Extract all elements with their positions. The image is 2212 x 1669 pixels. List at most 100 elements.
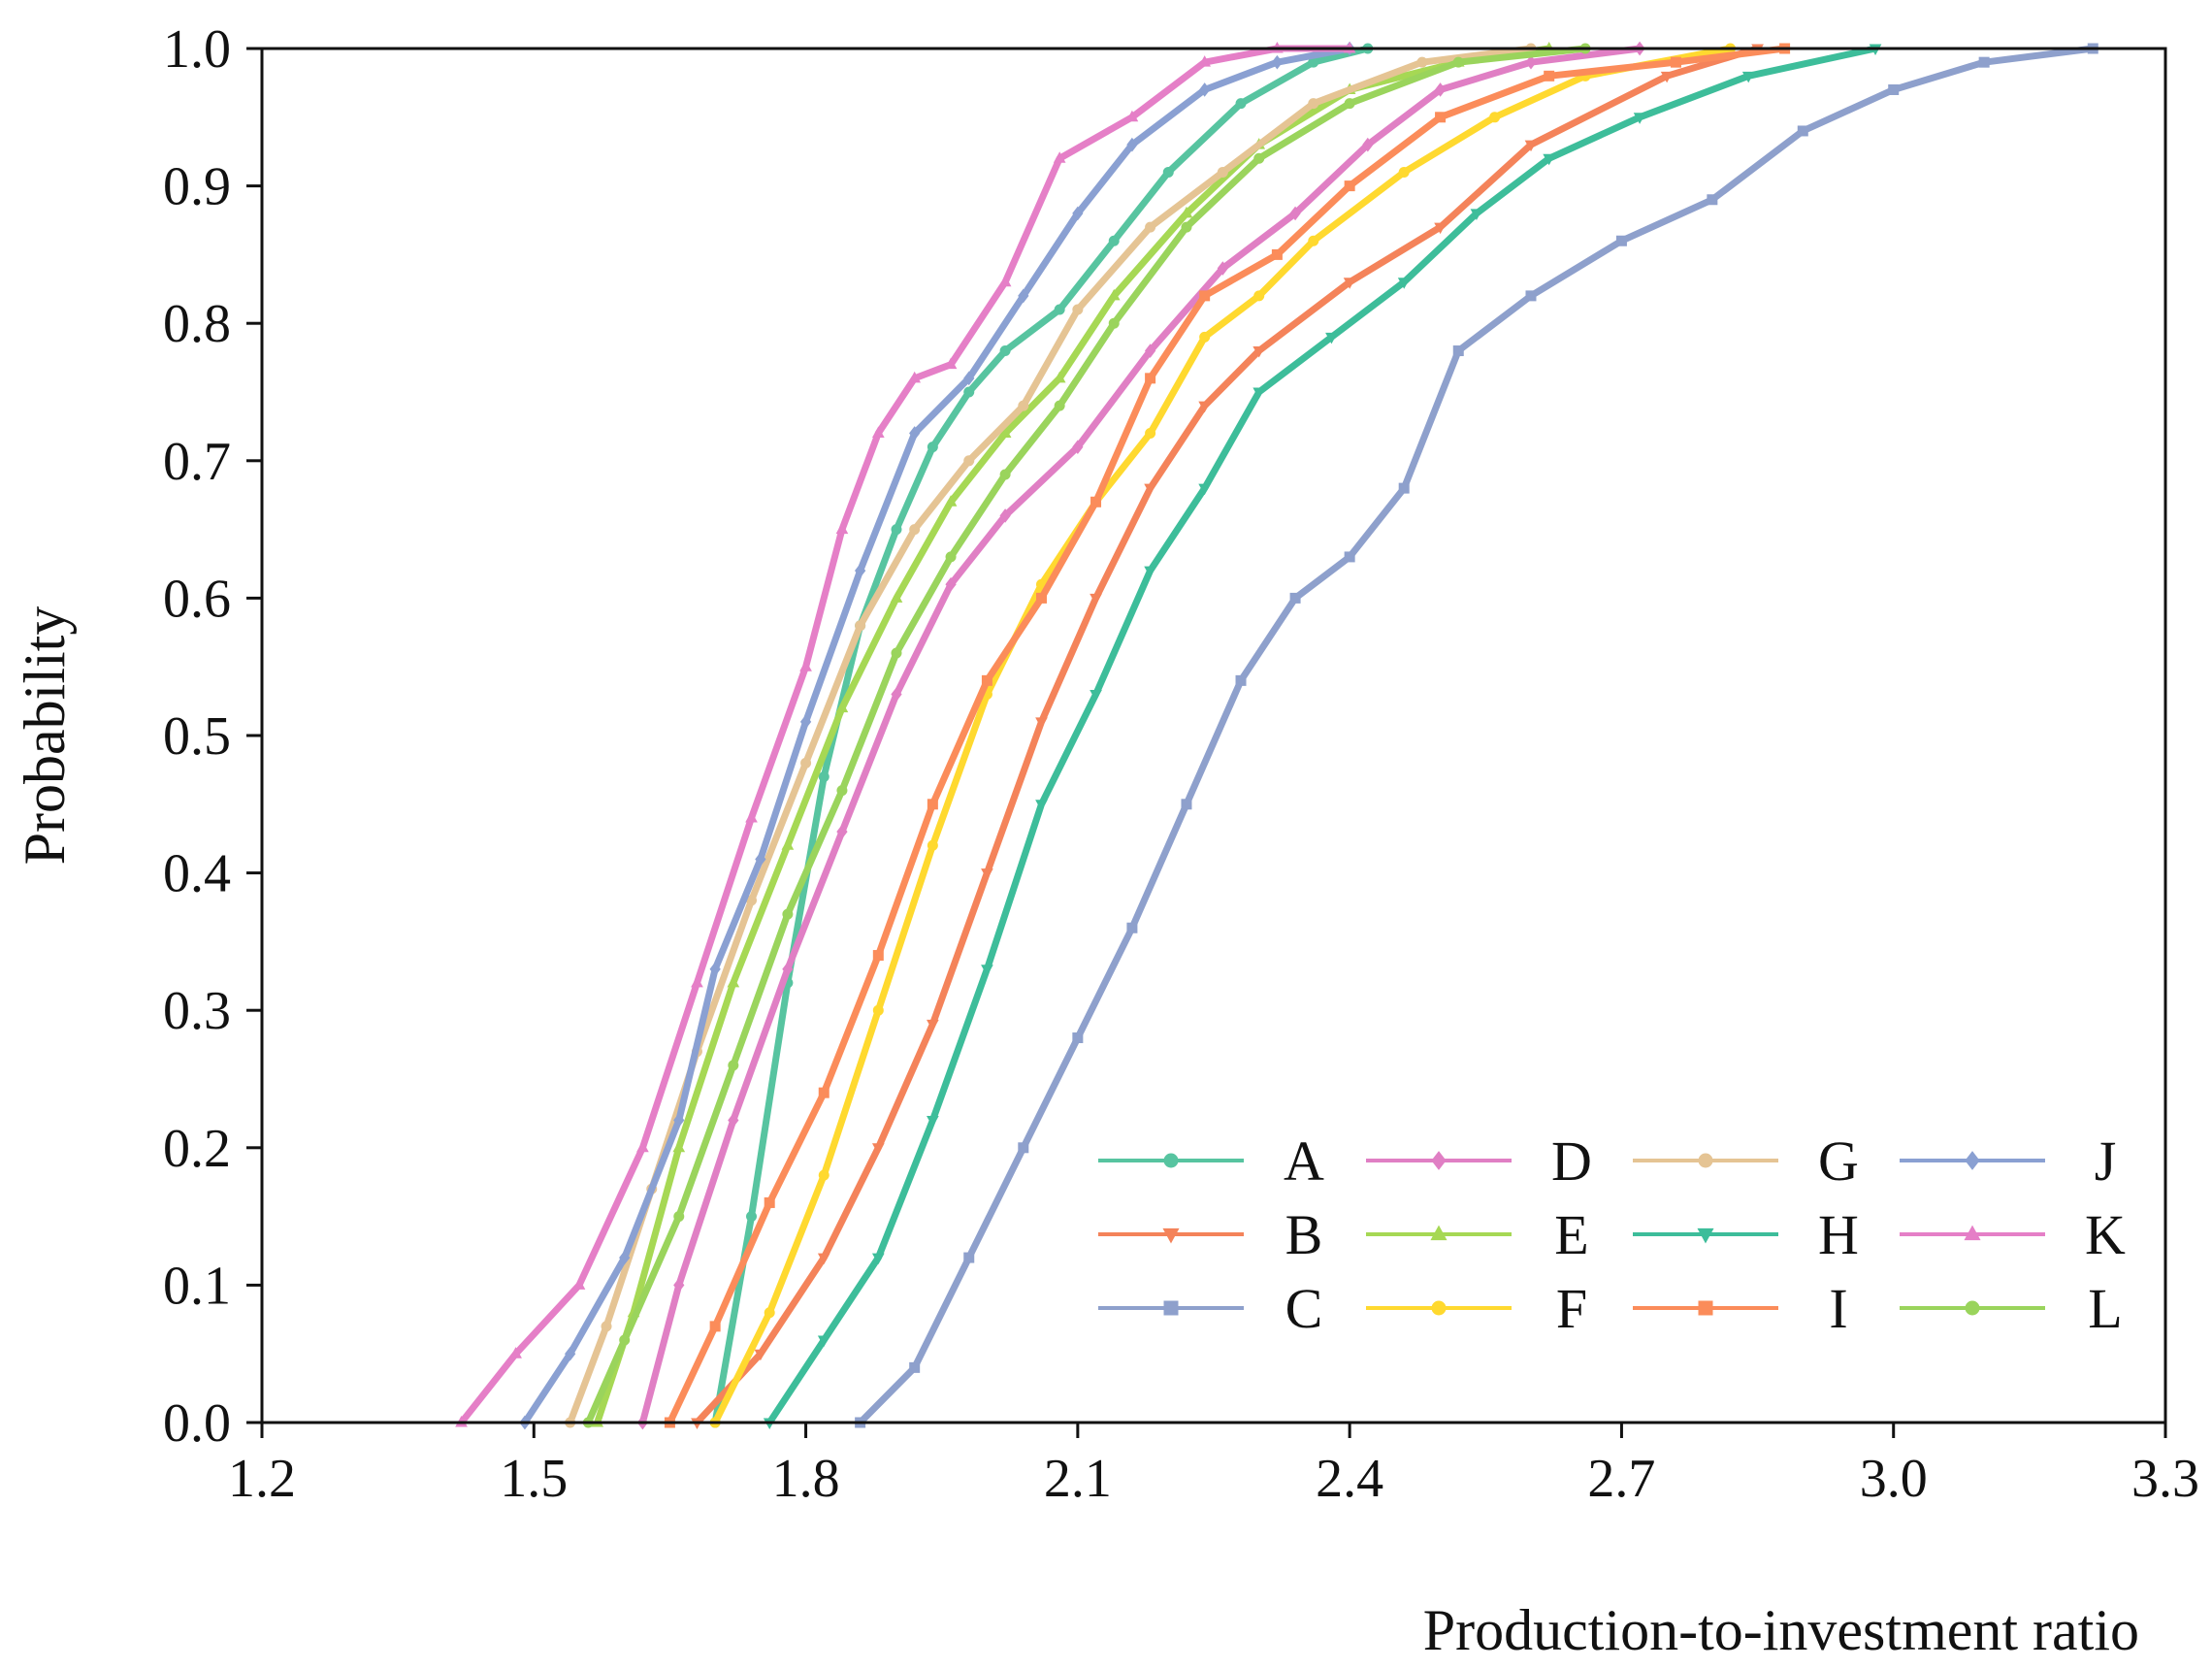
data-point-K bbox=[636, 1140, 649, 1153]
data-point-L bbox=[619, 1334, 631, 1346]
legend-marker-J bbox=[1965, 1151, 1980, 1170]
series-D bbox=[636, 41, 1645, 1430]
data-point-L bbox=[945, 551, 957, 563]
data-point-J bbox=[709, 962, 721, 977]
data-point-A bbox=[891, 524, 902, 536]
legend-item-D: D bbox=[1366, 1129, 1592, 1193]
y-tick-label: 0.2 bbox=[163, 1119, 231, 1179]
y-tick-label: 0.8 bbox=[163, 294, 231, 354]
data-point-G bbox=[855, 620, 866, 632]
legend-item-I: I bbox=[1633, 1277, 1848, 1340]
legend-label-D: D bbox=[1551, 1129, 1592, 1193]
data-point-J bbox=[1018, 288, 1029, 304]
legend-marker-A bbox=[1163, 1153, 1179, 1168]
data-point-K bbox=[509, 1347, 522, 1358]
data-point-D bbox=[1525, 54, 1537, 70]
data-point-L bbox=[673, 1211, 685, 1223]
series-J bbox=[519, 41, 1355, 1430]
data-point-G bbox=[909, 524, 921, 536]
data-point-B bbox=[754, 1349, 767, 1361]
x-tick-label: 1.2 bbox=[228, 1449, 296, 1509]
data-point-D bbox=[945, 576, 957, 592]
legend-label-E: E bbox=[1554, 1203, 1588, 1266]
data-point-J bbox=[619, 1250, 631, 1265]
legend-marker-E bbox=[1430, 1225, 1448, 1241]
data-point-B bbox=[1035, 717, 1048, 729]
data-point-H bbox=[1035, 800, 1048, 811]
x-tick-label: 1.8 bbox=[772, 1449, 840, 1509]
legend-label-A: A bbox=[1284, 1129, 1324, 1193]
data-point-D bbox=[891, 687, 902, 702]
data-point-C bbox=[1126, 922, 1138, 933]
data-point-L bbox=[1253, 152, 1265, 164]
data-point-D bbox=[1434, 82, 1447, 97]
data-point-E bbox=[944, 495, 958, 507]
data-point-H bbox=[1470, 209, 1483, 220]
series-line-B bbox=[693, 45, 1762, 1426]
legend-label-H: H bbox=[1818, 1203, 1859, 1266]
data-point-K bbox=[1198, 55, 1212, 67]
data-point-I bbox=[1035, 592, 1047, 604]
data-point-E bbox=[672, 1140, 686, 1153]
y-axis: 0.0 0.1 0.2 0.3 0.4 0.5 0.6 0.7 0.8 0.9 1.0 bbox=[163, 19, 262, 1454]
data-point-D bbox=[999, 508, 1011, 523]
data-point-I bbox=[872, 950, 884, 962]
data-point-L bbox=[1181, 221, 1192, 233]
data-point-J bbox=[963, 371, 975, 386]
data-point-C bbox=[1525, 290, 1537, 302]
legend-marker-B bbox=[1162, 1227, 1180, 1244]
data-point-J bbox=[799, 714, 812, 730]
y-tick-label: 0.3 bbox=[163, 981, 231, 1041]
data-point-A bbox=[1108, 235, 1120, 246]
data-point-H bbox=[1252, 387, 1266, 400]
y-tick-label: 0.1 bbox=[163, 1256, 231, 1316]
data-point-D bbox=[673, 1278, 685, 1293]
legend-item-A: A bbox=[1098, 1129, 1324, 1193]
data-point-L bbox=[1054, 400, 1065, 411]
data-point-A bbox=[999, 345, 1011, 357]
data-point-G bbox=[601, 1321, 612, 1332]
data-point-H bbox=[871, 1253, 885, 1265]
data-point-J bbox=[565, 1346, 576, 1361]
data-point-L bbox=[836, 785, 848, 797]
data-point-H bbox=[1090, 690, 1102, 702]
data-point-J bbox=[1271, 54, 1284, 70]
data-point-B bbox=[1144, 483, 1156, 496]
data-point-J bbox=[854, 563, 866, 578]
data-point-K bbox=[998, 275, 1012, 287]
data-point-E bbox=[727, 975, 740, 988]
series-line-L bbox=[584, 45, 1589, 1426]
data-point-K bbox=[745, 810, 758, 823]
data-point-I bbox=[709, 1321, 721, 1332]
data-point-I bbox=[927, 799, 938, 810]
data-point-I bbox=[981, 674, 992, 686]
legend-label-L: L bbox=[2088, 1277, 2122, 1340]
data-point-J bbox=[1126, 137, 1138, 152]
data-point-E bbox=[998, 426, 1012, 438]
legend-label-F: F bbox=[1556, 1277, 1587, 1340]
legend-label-J: J bbox=[2095, 1129, 2117, 1193]
data-point-E bbox=[835, 701, 849, 713]
data-point-C bbox=[1978, 56, 1990, 68]
data-point-K bbox=[835, 522, 849, 535]
data-point-A bbox=[963, 386, 975, 398]
data-point-I bbox=[1435, 112, 1447, 123]
data-point-C bbox=[1707, 194, 1718, 206]
data-point-K bbox=[799, 660, 812, 671]
data-point-B bbox=[1252, 346, 1266, 358]
data-point-C bbox=[1797, 125, 1808, 137]
y-tick-label: 0.7 bbox=[163, 432, 231, 492]
data-point-J bbox=[1072, 206, 1084, 221]
x-axis: 1.2 1.5 1.8 2.1 2.4 2.7 3.0 3.3 bbox=[228, 1423, 2199, 1509]
legend: ABC DEF GHI JKL bbox=[1098, 1129, 2126, 1340]
data-point-E bbox=[1180, 206, 1193, 218]
series-line-D bbox=[638, 45, 1643, 1426]
series-line-E bbox=[594, 45, 1553, 1426]
legend-item-J: J bbox=[1900, 1129, 2116, 1193]
data-point-B bbox=[1343, 278, 1356, 289]
data-point-I bbox=[1544, 70, 1555, 82]
data-point-F bbox=[818, 1169, 830, 1181]
data-point-C bbox=[1181, 799, 1192, 810]
x-tick-label: 3.3 bbox=[2131, 1449, 2199, 1509]
y-tick-label: 0.4 bbox=[163, 844, 231, 904]
